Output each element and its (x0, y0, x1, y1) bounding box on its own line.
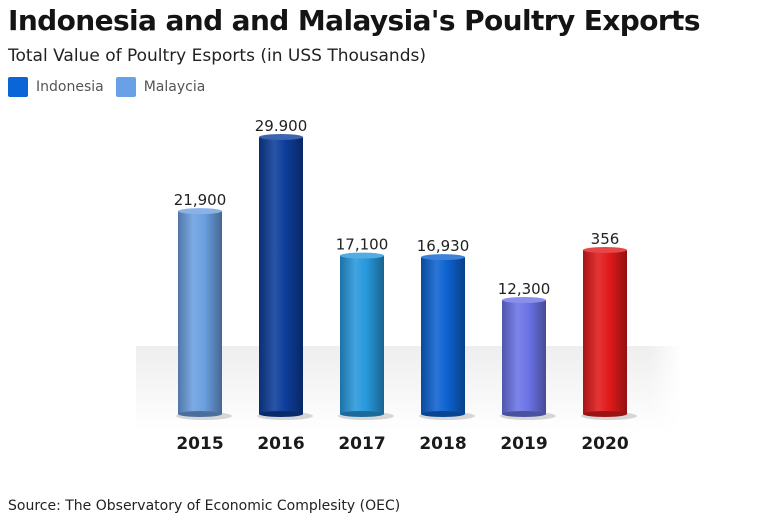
chart-title: Indonesia and and Malaysia's Poultry Exp… (8, 4, 701, 37)
x-tick-2018: 2018 (419, 434, 466, 454)
bar-2016 (259, 137, 303, 414)
value-label-2017: 17,100 (336, 236, 389, 254)
bar-2019 (502, 300, 546, 414)
bar-2020 (583, 250, 627, 414)
x-tick-2020: 2020 (581, 434, 628, 454)
legend-swatch-malaysia (115, 77, 136, 97)
bar-2018 (421, 257, 465, 414)
bar-cap-2016 (259, 134, 303, 140)
bar-cap-2018 (421, 254, 465, 261)
legend-label-malaysia: Malaycia (143, 79, 206, 95)
legend-item-indonesia: Indonesia (8, 77, 104, 97)
legend-label-indonesia: Indonesia (36, 79, 104, 95)
bar-2015 (178, 211, 222, 414)
source-note: Source: The Observatory of Economic Comp… (8, 498, 401, 514)
x-tick-2019: 2019 (500, 434, 547, 454)
bar-cap-2019 (502, 297, 546, 304)
x-tick-2017: 2017 (338, 434, 385, 454)
legend-item-malaysia: Malaycia (115, 77, 206, 97)
value-label-2015: 21,900 (174, 191, 227, 209)
legend: Indonesia Malaycia (8, 77, 209, 97)
value-label-2018: 16,930 (417, 237, 470, 255)
bar-cap-2017 (340, 252, 384, 259)
value-label-2019: 12,300 (498, 280, 551, 298)
x-tick-2016: 2016 (257, 434, 304, 454)
x-tick-2015: 2015 (176, 434, 223, 454)
chart-subtitle: Total Value of Poultry Esports (in USS T… (8, 46, 426, 66)
value-label-2016: 29.900 (255, 117, 308, 135)
bar-cap-2015 (178, 208, 222, 215)
bar-cap-2020 (583, 247, 627, 253)
legend-swatch-indonesia (8, 77, 28, 97)
bar-2017 (340, 255, 384, 414)
value-label-2020: 356 (591, 230, 620, 248)
